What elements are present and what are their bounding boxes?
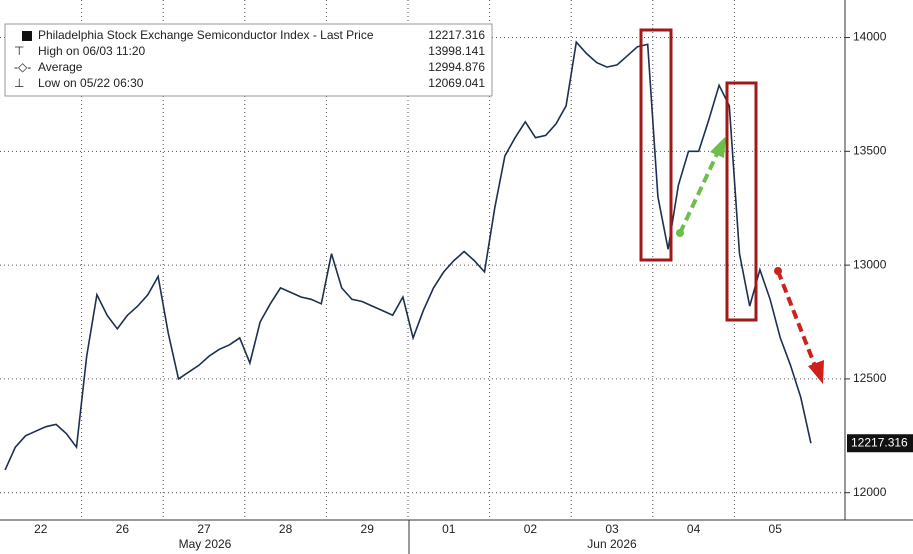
x-tick-label: 01	[442, 522, 456, 536]
legend-value: 12069.041	[428, 76, 485, 90]
legend-value: 12994.876	[428, 60, 485, 74]
x-tick-label: 28	[279, 522, 293, 536]
y-tick-label: 12000	[853, 485, 887, 499]
month-label: Jun 2026	[587, 537, 637, 551]
x-tick-label: 04	[687, 522, 701, 536]
highlight-box	[725, 81, 758, 322]
trend-arrow	[776, 270, 817, 367]
trend-arrow	[678, 151, 720, 234]
legend-swatch	[22, 31, 32, 41]
trend-arrow-head	[710, 136, 726, 158]
legend-value: 13998.141	[428, 44, 485, 58]
x-tick-label: 05	[769, 522, 783, 536]
legend-icon: ⊥	[14, 76, 24, 90]
legend-icon: ⊤	[14, 44, 24, 58]
x-tick-label: 03	[605, 522, 619, 536]
x-tick-label: 29	[361, 522, 375, 536]
last-price-tag	[847, 434, 913, 453]
price-line	[4, 40, 812, 471]
legend-label: Low on 05/22 06:30	[38, 76, 144, 90]
legend: ⊤ -◇- ⊥ Philadelphia Stock Exchange Semi…	[4, 23, 493, 97]
month-label: May 2026	[179, 537, 232, 551]
data-layer	[4, 40, 812, 471]
x-tick-label: 26	[116, 522, 130, 536]
highlight-box	[639, 28, 673, 262]
legend-label: High on 06/03 11:20	[38, 44, 146, 58]
x-tick-label: 27	[197, 522, 211, 536]
y-tick-label: 13500	[853, 144, 887, 158]
y-tick-label: 13000	[853, 257, 887, 271]
trend-arrow-head	[808, 360, 824, 384]
x-tick-label: 02	[524, 522, 538, 536]
legend-box	[4, 23, 493, 97]
legend-value: 12217.316	[428, 28, 485, 42]
legend-icon: -◇-	[14, 60, 31, 74]
trend-arrow-start	[774, 267, 782, 275]
y-tick-label: 12500	[853, 371, 887, 385]
legend-label: Philadelphia Stock Exchange Semiconducto…	[38, 28, 374, 42]
trend-arrow-start	[676, 229, 684, 237]
x-tick-label: 22	[34, 522, 48, 536]
last-price-label: 12217.316	[851, 435, 908, 449]
legend-label: Average	[38, 60, 83, 74]
y-tick-label: 14000	[853, 30, 887, 44]
